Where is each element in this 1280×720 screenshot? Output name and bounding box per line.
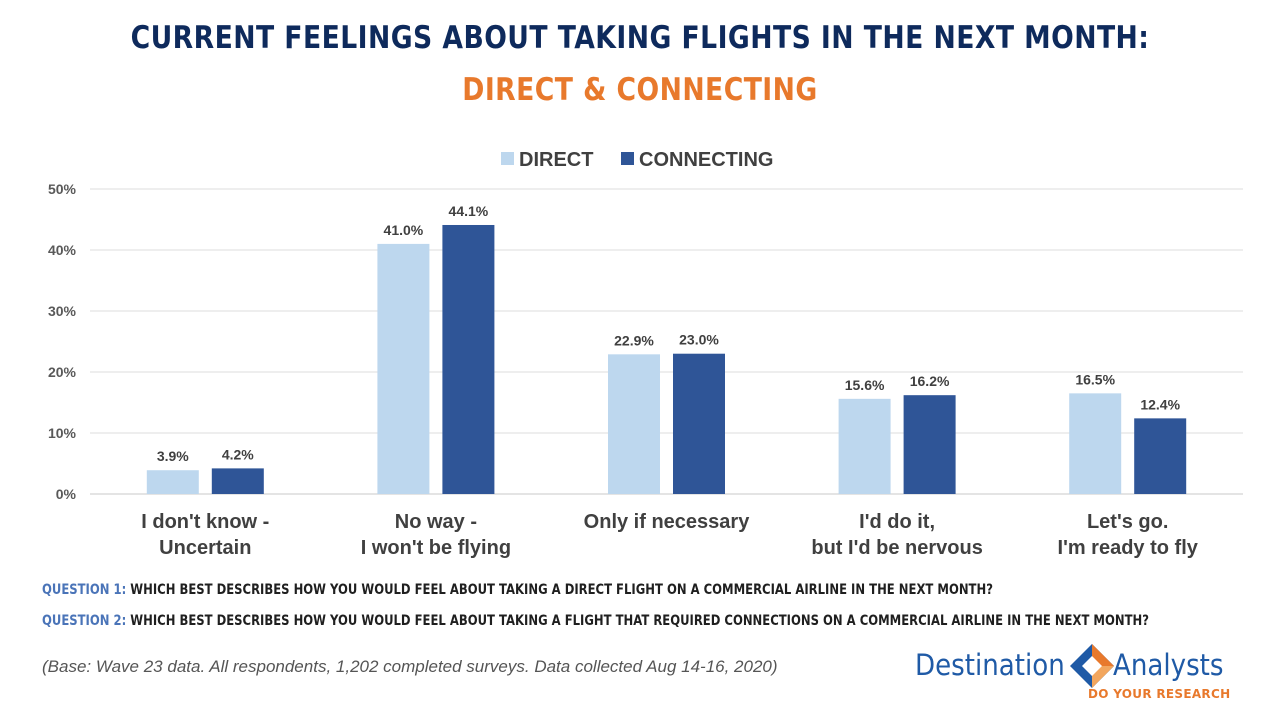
category-label: I'm ready to fly — [1058, 537, 1199, 559]
question-1: QUESTION 1: WHICH BEST DESCRIBES HOW YOU… — [42, 582, 993, 598]
logo-diamond-icon — [1070, 644, 1114, 688]
bar-direct — [838, 398, 891, 494]
category-label: Only if necessary — [584, 511, 751, 533]
legend-swatch-direct — [501, 152, 514, 165]
bar-connecting — [211, 468, 264, 494]
chart-subtitle: DIRECT & CONNECTING — [462, 72, 818, 108]
y-tick-label: 0% — [56, 486, 77, 502]
bar-connecting — [442, 224, 495, 495]
category-label: No way - — [395, 511, 477, 533]
category-label: I'd do it, — [859, 511, 935, 533]
base-note: (Base: Wave 23 data. All respondents, 1,… — [42, 657, 778, 676]
question-2: QUESTION 2: WHICH BEST DESCRIBES HOW YOU… — [42, 613, 1149, 629]
question-1-text: WHICH BEST DESCRIBES HOW YOU WOULD FEEL … — [130, 582, 993, 598]
legend-label-connecting: CONNECTING — [639, 149, 773, 171]
data-label: 41.0% — [384, 222, 424, 238]
y-tick-label: 20% — [48, 364, 77, 380]
data-label: 12.4% — [1140, 396, 1180, 412]
bar-connecting — [1134, 418, 1187, 494]
bar-chart: 0% 10% 20% 30% 40% 50% 3.9% 4.2% I don't know - U… — [48, 149, 1243, 559]
question-2-label: QUESTION 2: — [42, 613, 127, 629]
bar-direct — [377, 243, 430, 494]
data-label: 16.5% — [1075, 371, 1115, 387]
bar-direct — [608, 354, 660, 494]
data-label: 15.6% — [845, 377, 885, 393]
category-label: Let's go. — [1087, 511, 1168, 533]
legend-swatch-connecting — [621, 152, 634, 165]
legend-label-direct: DIRECT — [519, 149, 593, 171]
category-label: I won't be flying — [361, 537, 511, 559]
data-label: 3.9% — [157, 448, 189, 464]
logo-word-left: Destination — [915, 648, 1065, 682]
data-label: 22.9% — [614, 332, 654, 348]
category-label: but I'd be nervous — [811, 537, 982, 559]
logo-tagline: DO YOUR RESEARCH — [1088, 687, 1231, 701]
data-label: 4.2% — [222, 446, 254, 462]
data-label: 23.0% — [679, 332, 719, 348]
chart-title: CURRENT FEELINGS ABOUT TAKING FLIGHTS IN… — [130, 20, 1150, 56]
bar-direct — [1069, 393, 1122, 494]
bar-connecting — [903, 395, 956, 494]
y-tick-label: 30% — [48, 303, 77, 319]
question-2-text: WHICH BEST DESCRIBES HOW YOU WOULD FEEL … — [130, 613, 1149, 629]
y-tick-label: 10% — [48, 425, 77, 441]
category-label: Uncertain — [159, 537, 251, 559]
data-label: 44.1% — [449, 203, 489, 219]
y-tick-label: 50% — [48, 181, 77, 197]
bar-direct — [146, 470, 199, 494]
bar-connecting — [673, 353, 725, 494]
data-label: 16.2% — [910, 373, 950, 389]
category-label: I don't know - — [141, 511, 269, 533]
y-tick-label: 40% — [48, 242, 77, 258]
logo-word-right: Analysts — [1113, 648, 1224, 682]
destination-analysts-logo: Destination Analysts DO YOUR RESEARCH — [915, 642, 1255, 706]
question-1-label: QUESTION 1: — [42, 582, 127, 598]
